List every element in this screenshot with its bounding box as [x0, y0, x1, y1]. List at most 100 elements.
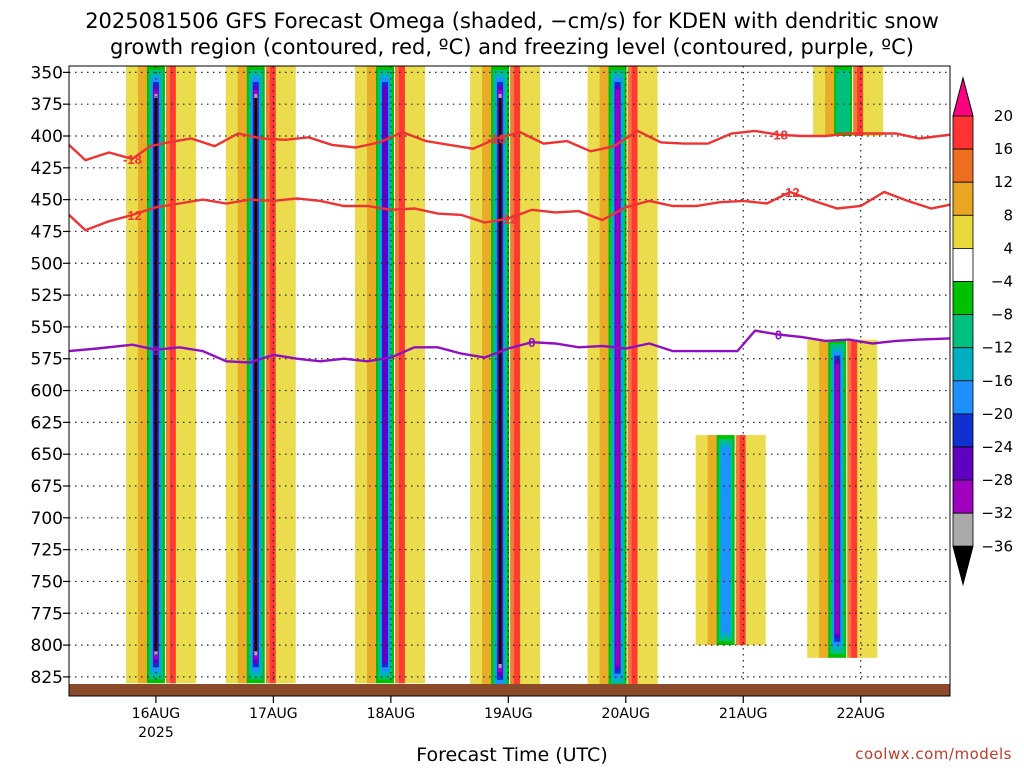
omega-positive-shade	[174, 66, 196, 683]
omega-positive-shade	[518, 66, 540, 696]
y-tick-label: 525	[31, 286, 63, 306]
y-axis: 350 375 400 425 450 475 500 525 550 575 600 625 650 6…	[31, 63, 69, 688]
y-tick-label: 575	[31, 350, 63, 370]
omega-positive-shade	[861, 66, 883, 136]
omega-positive-shade	[482, 66, 492, 696]
y-tick-label: 475	[31, 222, 63, 242]
omega-negative-shade	[616, 90, 620, 666]
colorbar-segment	[953, 215, 973, 248]
colorbar-label: −24	[981, 438, 1013, 456]
colorbar-label: −36	[981, 537, 1013, 555]
y-tick-label: 400	[31, 127, 63, 147]
omega-positive-shade	[851, 340, 857, 658]
y-tick-label: 500	[31, 254, 63, 274]
x-tick-label: 20AUG	[602, 706, 651, 722]
omega-positive-shade	[825, 66, 835, 136]
omega-negative-shade	[835, 364, 839, 634]
colorbar-label: 4	[1003, 239, 1013, 257]
y-tick-label: 600	[31, 382, 63, 402]
y-tick-label: 775	[31, 604, 63, 624]
colorbar-label: 20	[994, 107, 1013, 125]
y-tick-label: 700	[31, 509, 63, 529]
x-tick-label: 19AUG	[484, 706, 533, 722]
omega-positive-shade	[270, 66, 276, 683]
omega-positive-shade	[399, 66, 405, 683]
colorbar-segment	[953, 480, 973, 513]
colorbar-segment	[953, 282, 973, 315]
omega-positive-shade	[740, 435, 746, 645]
y-tick-label: 550	[31, 318, 63, 338]
y-tick-label: 800	[31, 636, 63, 656]
colorbar-segment	[953, 149, 973, 182]
omega-positive-shade	[238, 66, 248, 683]
y-tick-label: 825	[31, 668, 63, 688]
omega-positive-shade	[857, 66, 863, 136]
y-tick-label: 675	[31, 477, 63, 497]
omega-time-height-chart: -18-18 -18-12 -12-12000 350375400425450475…	[0, 0, 1024, 768]
colorbar-segment	[953, 182, 973, 215]
omega-negative-shade	[254, 98, 257, 651]
omega-positive-shade	[600, 66, 610, 690]
colorbar-bottom-arrow	[953, 546, 973, 584]
omega-positive-shade	[855, 340, 877, 658]
colorbar-label: −32	[981, 504, 1013, 522]
colorbar-label: −28	[981, 471, 1013, 489]
x-axis: 16AUG 17AUG 18AUG 19AUG 20AUG 21AUG 22AUG 2025	[132, 696, 885, 741]
colorbar-label: 8	[1003, 206, 1013, 224]
y-tick-label: 450	[31, 191, 63, 211]
omega-positive-shade	[744, 435, 766, 645]
omega-positive-shade	[367, 66, 377, 683]
x-tick-label: 16AUG	[132, 706, 181, 722]
colorbar-label: −12	[981, 339, 1013, 357]
y-tick-label: 750	[31, 572, 63, 592]
colorbar-segment	[953, 248, 973, 281]
x-tick-label: 22AUG	[836, 706, 885, 722]
colorbar-label: 16	[994, 140, 1013, 158]
contour-label: 0	[775, 328, 782, 343]
contour-label: -18	[769, 128, 788, 143]
contour-label: -18	[487, 132, 506, 147]
omega-positive-shade	[819, 340, 829, 658]
terrain-bar	[69, 684, 950, 696]
y-tick-label: 650	[31, 445, 63, 465]
omega-positive-shade	[514, 66, 520, 696]
omega-positive-shade	[170, 66, 176, 683]
omega-positive-shade	[708, 435, 718, 645]
credit-text: coolwx.com/models	[855, 745, 1012, 763]
colorbar-segment	[953, 315, 973, 348]
colorbar-label: −20	[981, 405, 1013, 423]
colorbar-label: 12	[994, 173, 1013, 191]
contour-label: -18	[123, 152, 142, 167]
y-tick-label: 375	[31, 95, 63, 115]
omega-negative-shade	[499, 98, 502, 664]
contour-label: 0	[152, 343, 159, 358]
omega-positive-shade	[403, 66, 425, 683]
omega-negative-shade	[382, 86, 387, 663]
y-tick-label: 725	[31, 541, 63, 561]
contour-label: -12	[499, 212, 518, 227]
colorbar-top-arrow	[953, 78, 973, 116]
omega-negative-shade	[722, 447, 730, 633]
colorbar-legend: 20 16 12 8 4 −4 −8 −12 −16 −20 −24 −28 −32 −36	[953, 78, 1013, 584]
omega-positive-shade	[632, 66, 638, 690]
y-tick-label: 425	[31, 159, 63, 179]
x-year-label: 2025	[138, 725, 174, 741]
omega-negative-shade	[836, 70, 850, 132]
colorbar-label: −16	[981, 372, 1013, 390]
y-tick-label: 350	[31, 63, 63, 83]
contour-label: -12	[123, 208, 142, 223]
omega-positive-shade	[636, 66, 658, 690]
colorbar-segment	[953, 414, 973, 447]
colorbar-label: −8	[991, 306, 1013, 324]
x-tick-label: 18AUG	[367, 706, 416, 722]
y-tick-label: 625	[31, 413, 63, 433]
contour-label: 0	[528, 335, 535, 350]
colorbar-label: −4	[991, 273, 1013, 291]
colorbar-segment	[953, 381, 973, 414]
omega-positive-shade	[274, 66, 296, 683]
colorbar-segment	[953, 513, 973, 546]
x-tick-label: 17AUG	[249, 706, 298, 722]
x-tick-label: 21AUG	[719, 706, 768, 722]
contour-label: -12	[781, 185, 800, 200]
colorbar-segment	[953, 447, 973, 480]
